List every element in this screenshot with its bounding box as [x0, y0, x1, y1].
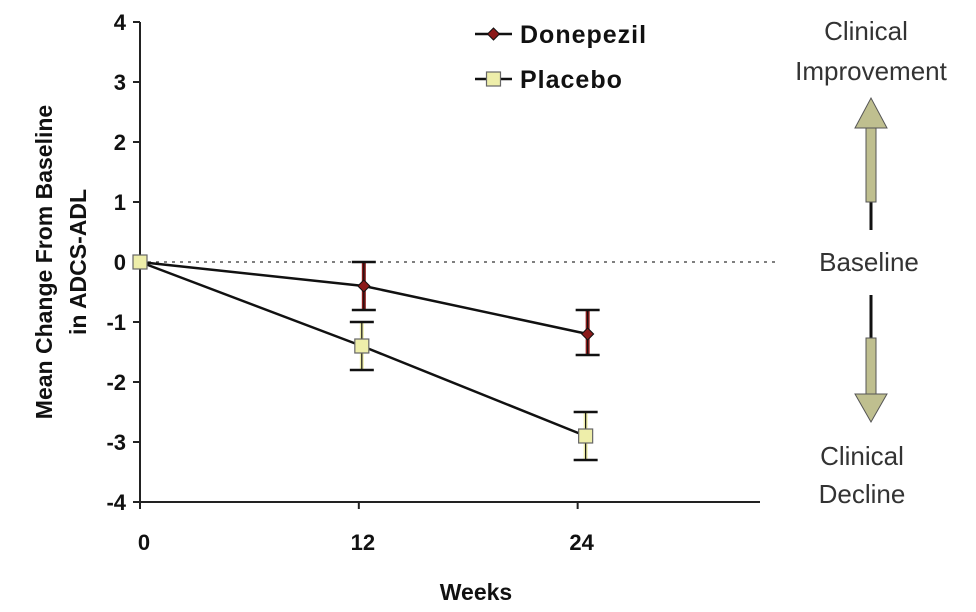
data-point	[578, 428, 594, 444]
annotation-bottom-line1: Clinical	[820, 441, 904, 471]
data-point	[354, 338, 370, 354]
down-arrow-shaft	[865, 337, 877, 399]
y-tick-label: -1	[106, 310, 126, 335]
legend-marker	[485, 71, 502, 87]
down-arrow-head	[854, 393, 888, 424]
x-tick-label: 12	[351, 530, 375, 555]
y-tick-label: -2	[106, 370, 126, 395]
annotation-baseline: Baseline	[819, 247, 919, 277]
data-point	[580, 327, 595, 341]
annotation-bottom-line2: Decline	[819, 479, 906, 509]
side-annotations: Clinical Improvement Baseline Clinical D…	[795, 16, 947, 509]
y-axis-title-line2: in ADCS-ADL	[65, 189, 91, 335]
legend-marker	[486, 27, 501, 41]
y-tick-label: 0	[114, 250, 126, 275]
y-tick-label: -3	[106, 430, 126, 455]
legend-label: Placebo	[520, 66, 623, 94]
data-point	[357, 279, 371, 293]
series-placebo	[132, 254, 598, 462]
y-tick-label: 1	[114, 190, 126, 215]
x-tick-label: 24	[569, 530, 594, 555]
annotation-top-line2: Improvement	[795, 56, 947, 86]
y-tick-label: 3	[114, 70, 126, 95]
legend: Donepezil Placebo	[475, 21, 647, 94]
x-axis-title: Weeks	[440, 579, 512, 605]
y-axis-title: Mean Change From Baseline in ADCS-ADL	[31, 105, 91, 419]
up-arrow-shaft	[865, 119, 877, 203]
data-marks	[132, 254, 600, 462]
axes: 4 3 2 1 0 -1 -2 -3 -4 0 12 24 Weeks Mean Change From …	[31, 10, 780, 605]
y-axis-title-line1: Mean Change From Baseline	[31, 105, 57, 419]
y-tick-label: -4	[106, 490, 126, 515]
data-point	[132, 254, 148, 270]
x-tick-label: 0	[138, 530, 150, 555]
up-arrow-head	[854, 96, 888, 129]
y-tick-label: 2	[114, 130, 126, 155]
annotation-top-line1: Clinical	[824, 16, 908, 46]
legend-label: Donepezil	[520, 21, 647, 49]
y-tick-label: 4	[114, 10, 127, 35]
